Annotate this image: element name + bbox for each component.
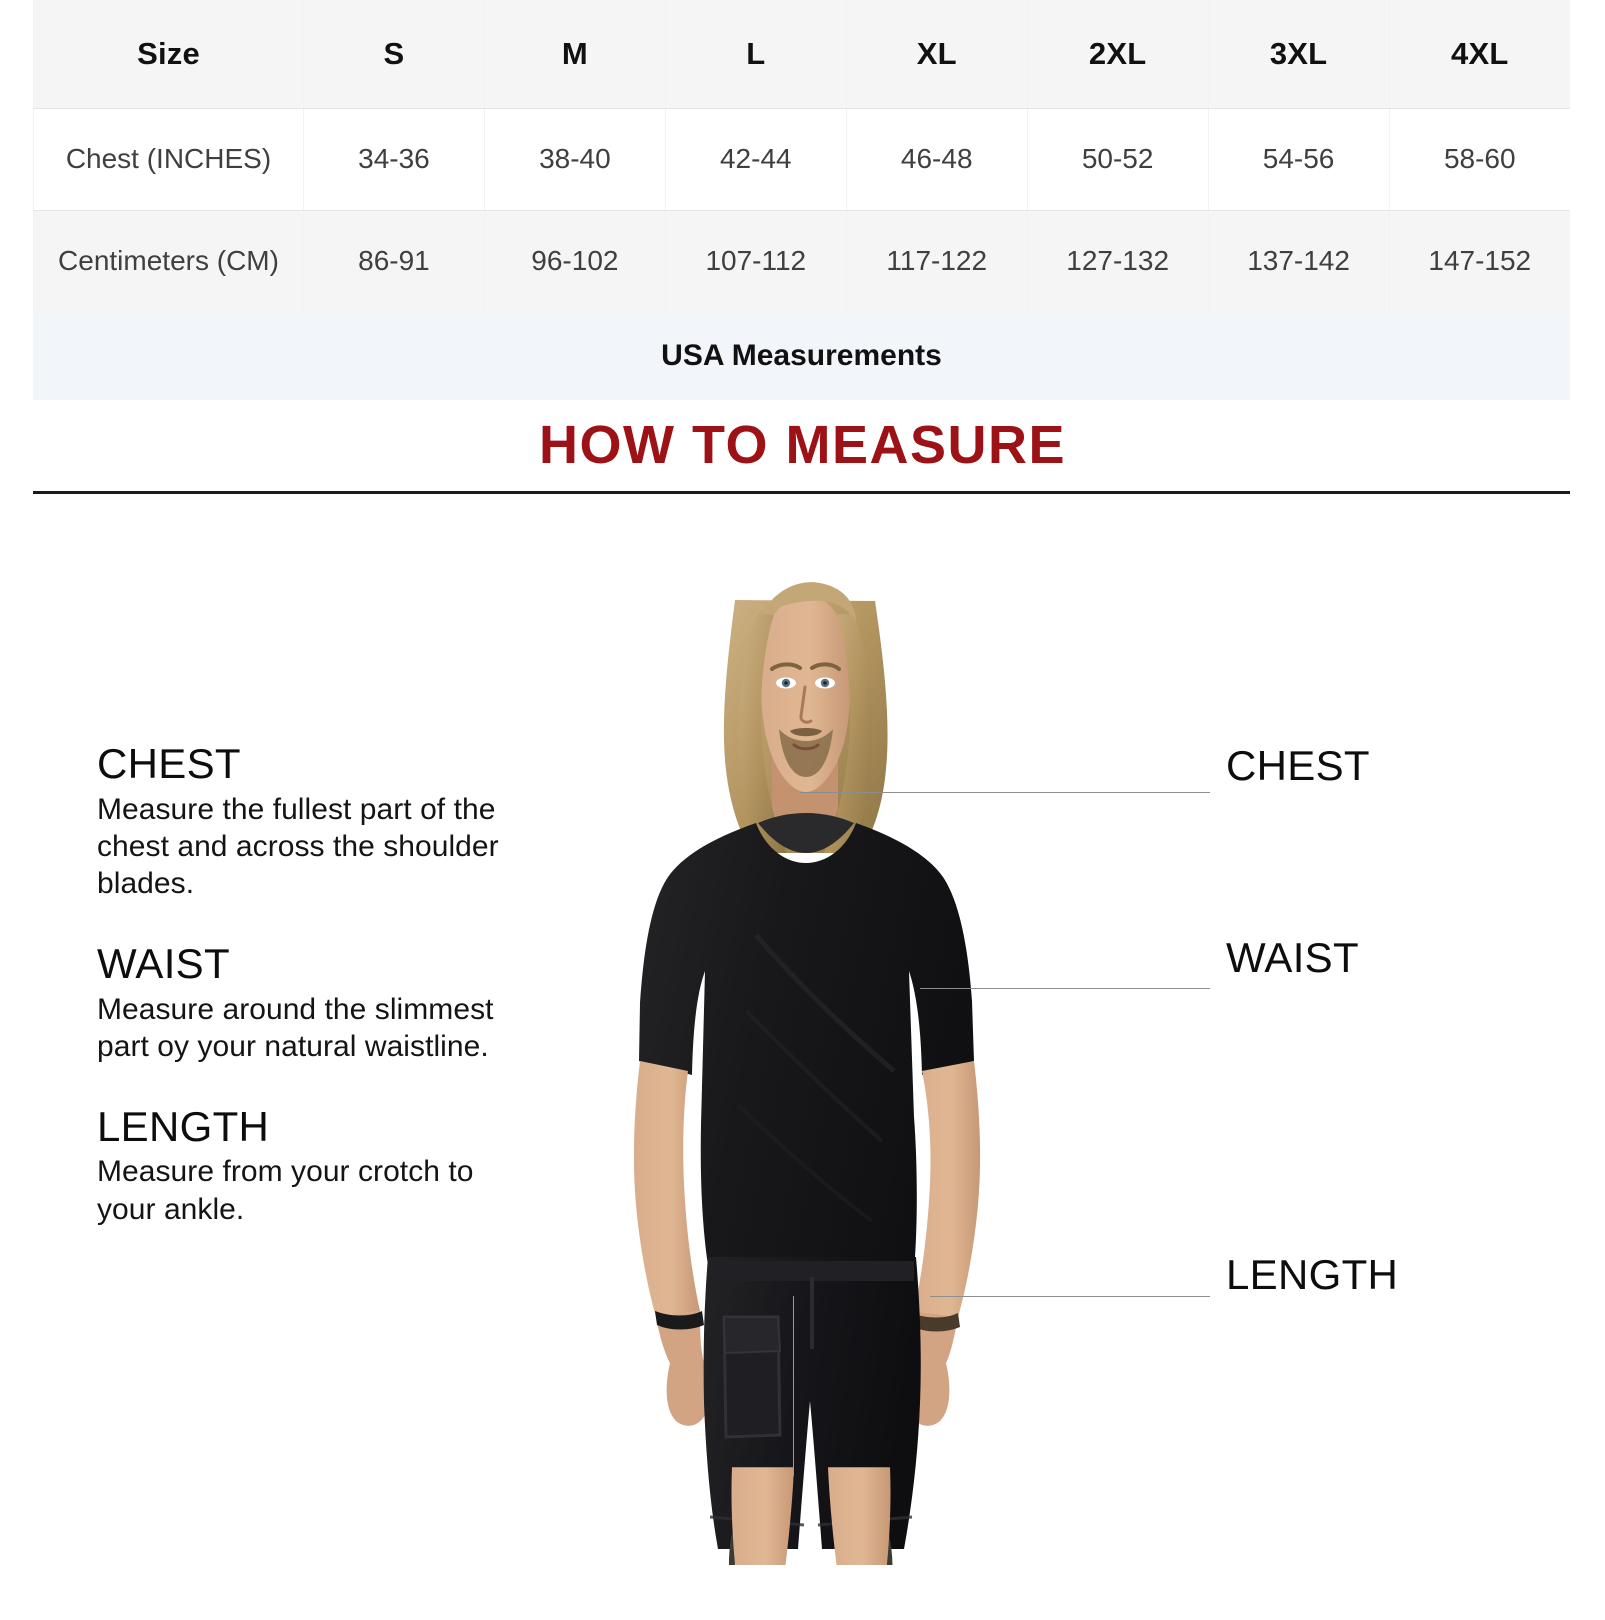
usa-measurements-note: USA Measurements [33, 312, 1570, 400]
cell-chest-2xl: 50-52 [1026, 108, 1209, 211]
model-photo [560, 505, 1050, 1565]
cell-chest-s: 34-36 [303, 108, 485, 211]
cell-cm-3xl: 137-142 [1207, 210, 1390, 313]
instruction-block-chest: CHEST Measure the fullest part of the ch… [97, 740, 537, 902]
table-row-centimeters: Centimeters (CM) 86-91 96-102 107-112 11… [33, 210, 1570, 313]
cell-chest-l: 42-44 [664, 108, 847, 211]
table-header-cell-4xl: 4XL [1388, 0, 1570, 109]
table-header-cell-xl: XL [845, 0, 1028, 109]
cell-cm-2xl: 127-132 [1026, 210, 1209, 313]
leader-line-waist [920, 988, 1210, 989]
instruction-block-waist: WAIST Measure around the slimmest part o… [97, 942, 537, 1065]
table-header-cell-m: M [483, 0, 666, 109]
callout-label-waist: WAIST [1226, 934, 1359, 981]
table-header-cell-3xl: 3XL [1207, 0, 1390, 109]
row-label-centimeters: Centimeters (CM) [33, 210, 304, 313]
measurement-instructions: CHEST Measure the fullest part of the ch… [97, 740, 537, 1228]
table-header-cell-s: S [303, 0, 485, 109]
cell-chest-3xl: 54-56 [1207, 108, 1390, 211]
instruction-block-length: LENGTH Measure from your crotch to your … [97, 1102, 537, 1228]
usa-measurements-label: USA Measurements [661, 339, 942, 372]
instruction-heading-length: LENGTH [97, 1102, 270, 1150]
page-title: HOW TO MEASURE [538, 415, 1066, 475]
size-chart-table-container: Size S M L XL 2XL 3XL 4XL Chest (INCHES)… [33, 0, 1570, 313]
cell-chest-4xl: 58-60 [1388, 108, 1570, 211]
instruction-body-chest: Measure the fullest part of the chest an… [97, 792, 499, 900]
cell-chest-xl: 46-48 [845, 108, 1028, 211]
instruction-heading-chest: CHEST [97, 740, 241, 787]
cell-cm-4xl: 147-152 [1388, 210, 1570, 313]
leader-line-inseam-vertical [793, 1296, 794, 1476]
table-header-cell-2xl: 2XL [1026, 0, 1209, 109]
cell-cm-s: 86-91 [303, 210, 485, 313]
table-header-row: Size S M L XL 2XL 3XL 4XL [33, 0, 1570, 109]
leader-line-chest [800, 792, 1210, 793]
instruction-body-length: Measure from your crotch to your ankle. [97, 1155, 474, 1226]
table-header-cell-l: L [664, 0, 847, 109]
title-divider [33, 491, 1570, 494]
table-row-chest-inches: Chest (INCHES) 34-36 38-40 42-44 46-48 5… [33, 108, 1570, 211]
leader-line-length [930, 1296, 1210, 1297]
instruction-heading-waist: WAIST [97, 940, 230, 988]
instruction-body-waist: Measure around the slimmest part oy your… [97, 992, 494, 1063]
size-chart-table: Size S M L XL 2XL 3XL 4XL Chest (INCHES)… [33, 0, 1570, 313]
callout-label-length: LENGTH [1226, 1251, 1399, 1298]
model-illustration [560, 505, 1050, 1565]
callout-label-chest: CHEST [1226, 742, 1370, 789]
cell-cm-m: 96-102 [483, 210, 666, 313]
table-header-cell-size: Size [33, 0, 304, 109]
cell-cm-xl: 117-122 [845, 210, 1028, 313]
cell-cm-l: 107-112 [664, 210, 847, 313]
row-label-chest-inches: Chest (INCHES) [33, 108, 304, 211]
cell-chest-m: 38-40 [483, 108, 666, 211]
